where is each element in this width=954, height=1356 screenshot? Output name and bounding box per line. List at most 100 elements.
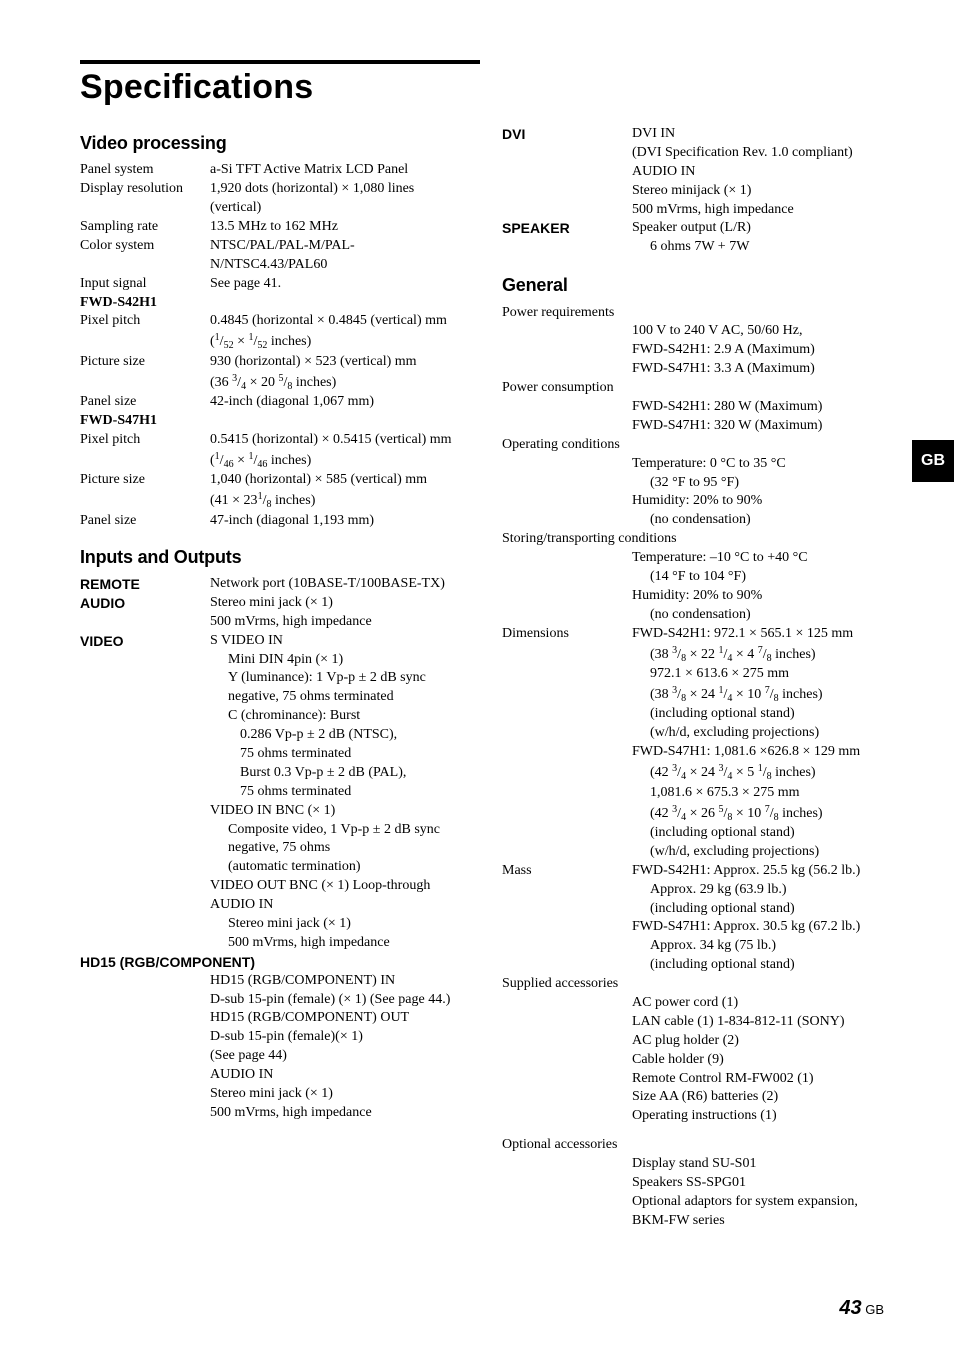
text: (no condensation) (632, 606, 884, 625)
text: (32 °F to 95 °F) (632, 474, 884, 493)
text: 1,040 (horizontal) × 585 (vertical) mm (210, 472, 427, 487)
spec-value: DVI IN (DVI Specification Rev. 1.0 compl… (632, 125, 884, 219)
text: 75 ohms terminated (210, 745, 462, 764)
spec-label: Panel size (80, 393, 210, 412)
text: (See page 44) (210, 1047, 462, 1066)
text: 6 ohms 7W + 7W (632, 238, 884, 257)
spec-value: 13.5 MHz to 162 MHz (210, 218, 462, 237)
spec-row: Color system NTSC/PAL/PAL-M/PAL-N/NTSC4.… (80, 237, 462, 275)
text: HD15 (RGB/COMPONENT) IN (210, 972, 462, 991)
spec-row: Dimensions FWD-S42H1: 972.1 × 565.1 × 12… (502, 625, 884, 862)
text: Stereo mini jack (× 1) (210, 915, 462, 934)
text: Speakers SS-SPG01 (632, 1174, 884, 1193)
io-label-dvi: DVI (502, 125, 632, 144)
section-io: Inputs and Outputs (80, 545, 462, 569)
spec-row: REMOTE Network port (10BASE-T/100BASE-TX… (80, 575, 462, 594)
spec-label: Mass (502, 862, 632, 881)
left-column: Video processing Panel system a-Si TFT A… (80, 125, 462, 1231)
text: 500 mVrms, high impedance (210, 1104, 462, 1123)
section-general: General (502, 273, 884, 297)
text: AUDIO IN (210, 1066, 462, 1085)
text: Stereo mini jack (× 1) (210, 1085, 462, 1104)
spec-label: Operating conditions (502, 436, 884, 455)
spec-label: Power consumption (502, 379, 884, 398)
text: 1,081.6 × 675.3 × 275 mm (632, 784, 884, 803)
spec-row: Pixel pitch 0.5415 (horizontal) × 0.5415… (80, 431, 462, 471)
spec-row: VIDEO S VIDEO IN Mini DIN 4pin (× 1) Y (… (80, 632, 462, 953)
spec-value: Stereo mini jack (× 1) 500 mVrms, high i… (210, 594, 462, 632)
text: FWD-S47H1: 1,081.6 ×626.8 × 129 mm (632, 743, 884, 762)
text: (38 3/8 × 22 1/4 × 4 7/8 inches) (632, 644, 884, 666)
spec-label: Storing/transporting conditions (502, 530, 884, 549)
spec-label: Dimensions (502, 625, 632, 644)
text: (including optional stand) (632, 956, 884, 975)
spec-value: 0.4845 (horizontal × 0.4845 (vertical) m… (210, 312, 462, 352)
io-label-audio: AUDIO (80, 594, 210, 613)
text: FWD-S42H1: 280 W (Maximum) (632, 398, 884, 417)
spec-value: 930 (horizontal) × 523 (vertical) mm (36… (210, 353, 462, 393)
spec-row: Input signal See page 41. (80, 275, 462, 294)
spec-value: 42-inch (diagonal 1,067 mm) (210, 393, 462, 412)
page-number: 43 GB (839, 1297, 884, 1320)
text: (including optional stand) (632, 705, 884, 724)
text: AUDIO IN (632, 163, 884, 182)
text: (38 3/8 × 24 1/4 × 10 7/8 inches) (632, 684, 884, 706)
spec-value: NTSC/PAL/PAL-M/PAL-N/NTSC4.43/PAL60 (210, 237, 462, 275)
spec-row: SPEAKER Speaker output (L/R) 6 ohms 7W +… (502, 219, 884, 257)
spec-row: Sampling rate 13.5 MHz to 162 MHz (80, 218, 462, 237)
text: (including optional stand) (632, 900, 884, 919)
block: Temperature: –10 °C to +40 °C (14 °F to … (502, 549, 884, 625)
columns: Video processing Panel system a-Si TFT A… (80, 125, 884, 1231)
section-video-processing: Video processing (80, 131, 462, 155)
text: Mini DIN 4pin (× 1) (210, 651, 462, 670)
text: (including optional stand) (632, 824, 884, 843)
text: 75 ohms terminated (210, 783, 462, 802)
text: FWD-S47H1: 320 W (Maximum) (632, 417, 884, 436)
text: 0.5415 (horizontal) × 0.5415 (vertical) … (210, 432, 452, 447)
spec-label: Color system (80, 237, 210, 256)
side-tab: GB (912, 440, 954, 482)
spec-value: a-Si TFT Active Matrix LCD Panel (210, 161, 462, 180)
spec-label: Sampling rate (80, 218, 210, 237)
text: FWD-S42H1: Approx. 25.5 kg (56.2 lb.) (632, 862, 884, 881)
text: Operating instructions (1) (632, 1107, 884, 1126)
text: 930 (horizontal) × 523 (vertical) mm (210, 354, 417, 369)
spec-value: S VIDEO IN Mini DIN 4pin (× 1) Y (lumina… (210, 632, 462, 953)
spec-value: Network port (10BASE-T/100BASE-TX) (210, 575, 462, 594)
title-rule (80, 60, 480, 64)
text: Remote Control RM-FW002 (1) (632, 1070, 884, 1089)
spec-row: AUDIO Stereo mini jack (× 1) 500 mVrms, … (80, 594, 462, 632)
spec-value: FWD-S42H1: 972.1 × 565.1 × 125 mm (38 3/… (632, 625, 884, 862)
block: Display stand SU-S01 Speakers SS-SPG01 O… (502, 1155, 884, 1231)
text: Approx. 29 kg (63.9 lb.) (632, 881, 884, 900)
text: (no condensation) (632, 511, 884, 530)
text: Stereo minijack (× 1) (632, 182, 884, 201)
text: 500 mVrms, high impedance (632, 201, 884, 220)
block: Temperature: 0 °C to 35 °C (32 °F to 95 … (502, 455, 884, 531)
text: D-sub 15-pin (female) (× 1) (See page 44… (210, 991, 462, 1010)
spec-label: Panel size (80, 512, 210, 531)
text: (41 × 231/8 inches) (210, 493, 315, 508)
spec-label: Pixel pitch (80, 431, 210, 450)
text: (w/h/d, excluding projections) (632, 843, 884, 862)
text: Burst 0.3 Vp-p ± 2 dB (PAL), (210, 764, 462, 783)
text: FWD-S42H1: 2.9 A (Maximum) (632, 341, 884, 360)
text: Composite video, 1 Vp-p ± 2 dB sync nega… (210, 821, 462, 859)
spec-label: Power requirements (502, 304, 884, 323)
text: S VIDEO IN (210, 632, 462, 651)
main-title: Specifications (80, 68, 884, 107)
text: Display stand SU-S01 (632, 1155, 884, 1174)
spec-label: Optional accessories (502, 1136, 884, 1155)
text: HD15 (RGB/COMPONENT) OUT (210, 1009, 462, 1028)
text: (1/46 × 1/46 inches) (210, 453, 311, 468)
spec-label: Picture size (80, 471, 210, 490)
text: (automatic termination) (210, 858, 462, 877)
text: (DVI Specification Rev. 1.0 compliant) (632, 144, 884, 163)
text: FWD-S47H1: 3.3 A (Maximum) (632, 360, 884, 379)
text: (1/52 × 1/52 inches) (210, 334, 311, 349)
text: Y (luminance): 1 Vp-p ± 2 dB sync negati… (210, 669, 462, 707)
model-heading: FWD-S42H1 (80, 294, 462, 313)
io-label-speaker: SPEAKER (502, 219, 632, 238)
right-column: DVI DVI IN (DVI Specification Rev. 1.0 c… (502, 125, 884, 1231)
spec-value: 47-inch (diagonal 1,193 mm) (210, 512, 462, 531)
